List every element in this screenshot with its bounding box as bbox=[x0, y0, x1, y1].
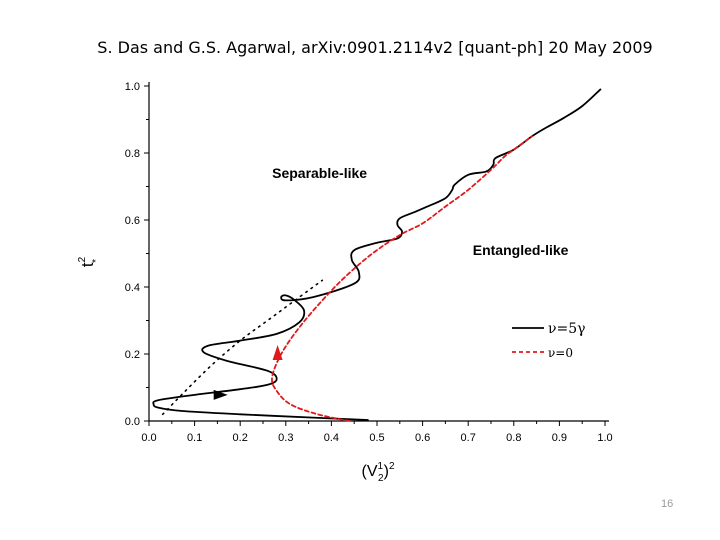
arrow-head-nu-0 bbox=[272, 345, 283, 360]
x-tick-label: 0.7 bbox=[461, 432, 476, 444]
arrow-head-nu-5gamma bbox=[213, 389, 228, 400]
legend-label-nu-5gamma: ν=5γ bbox=[548, 321, 586, 337]
x-tick-label: 0.4 bbox=[324, 432, 339, 444]
x-tick-label: 1.0 bbox=[597, 432, 612, 444]
y-axis-label: t2 * bbox=[77, 256, 102, 267]
series-line-nu-5gamma bbox=[152, 88, 602, 421]
y-axis-label-text: t2 * bbox=[77, 256, 102, 267]
annotation-entangled-like: Entangled-like bbox=[473, 242, 569, 258]
series-line-dotted-boundary bbox=[161, 279, 324, 416]
x-tick-label: 0.6 bbox=[415, 432, 430, 444]
x-tick-label: 0.2 bbox=[233, 432, 248, 444]
y-tick-label: 0.4 bbox=[125, 282, 140, 294]
x-tick-label: 0.5 bbox=[369, 432, 384, 444]
x-tick-label: 0.3 bbox=[278, 432, 293, 444]
annotation-separable-like: Separable-like bbox=[272, 165, 367, 181]
y-tick-label: 0.6 bbox=[125, 215, 140, 227]
legend-label-nu-0: ν=0 bbox=[548, 346, 573, 360]
y-tick-label: 0.2 bbox=[125, 349, 140, 361]
y-tick-label: 0.8 bbox=[125, 148, 140, 160]
x-tick-label: 0.0 bbox=[141, 432, 156, 444]
x-tick-label: 0.1 bbox=[187, 432, 202, 444]
y-tick-label: 0.0 bbox=[125, 416, 140, 428]
y-tick-label: 1.0 bbox=[125, 81, 140, 93]
x-axis-label: (V1 2)2 bbox=[361, 461, 394, 484]
x-tick-label: 0.8 bbox=[506, 432, 521, 444]
series-line-nu-0 bbox=[271, 135, 533, 422]
page-number: 16 bbox=[661, 498, 674, 510]
x-tick-label: 0.9 bbox=[552, 432, 567, 444]
slide-title: S. Das and G.S. Agarwal, arXiv:0901.2114… bbox=[97, 38, 653, 57]
